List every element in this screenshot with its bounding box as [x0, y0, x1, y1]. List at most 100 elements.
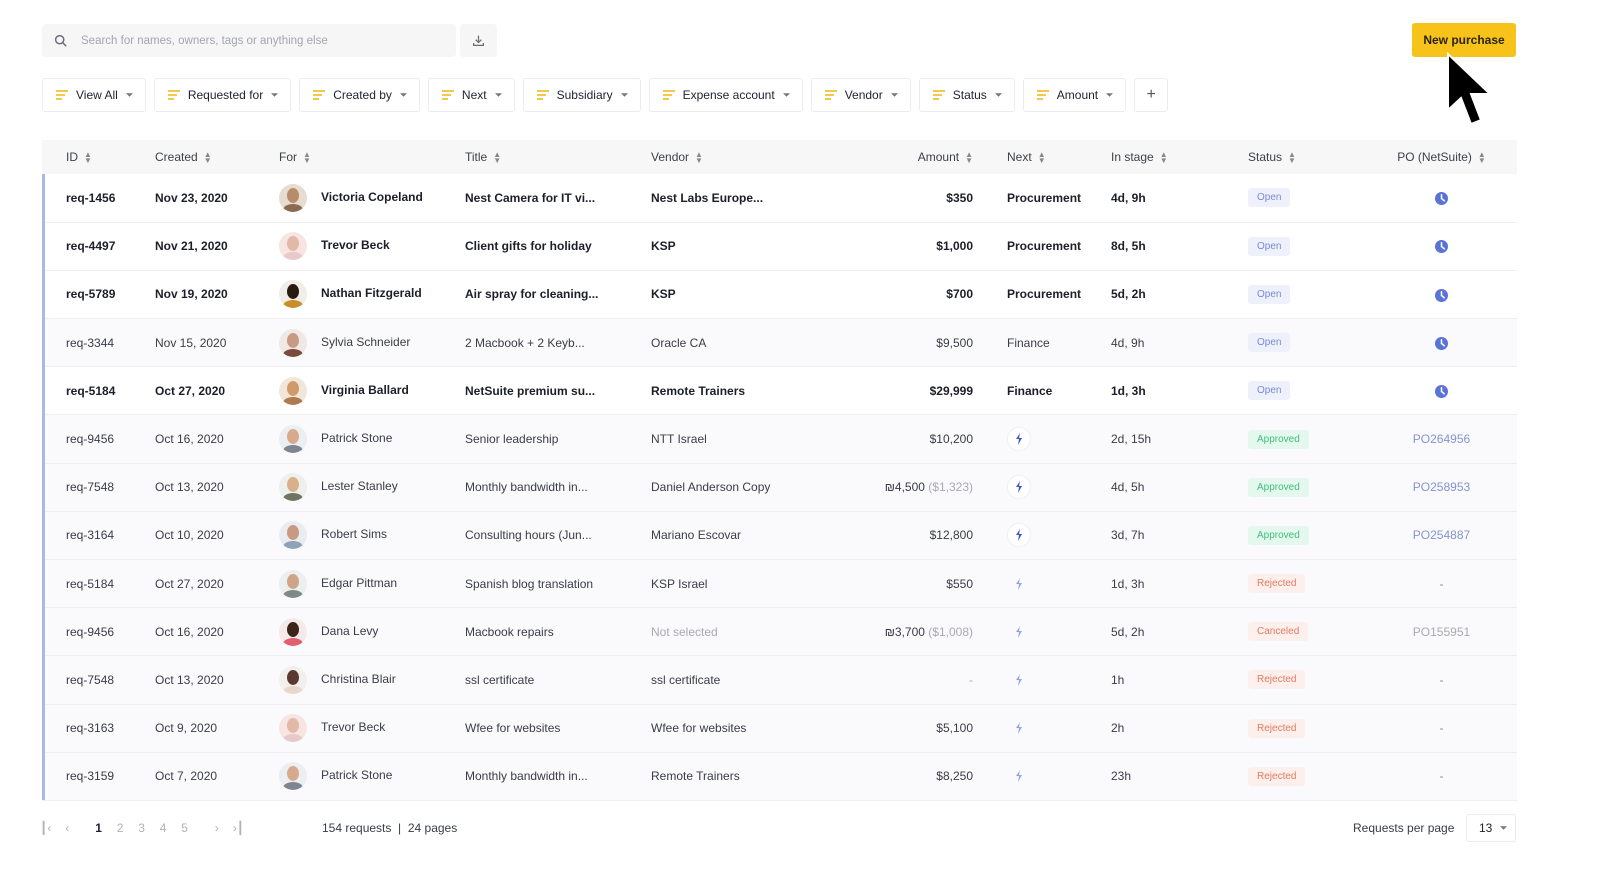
- column-header-po-netsuite[interactable]: PO (NetSuite) ▲ ▼: [1366, 140, 1517, 174]
- request-id[interactable]: req-5789: [66, 287, 116, 302]
- filter-lines-icon: [167, 90, 180, 100]
- column-header-next[interactable]: Next ▲ ▼: [973, 140, 1111, 174]
- request-id[interactable]: req-5184: [66, 383, 116, 398]
- requester-name: Virginia Ballard: [321, 383, 409, 398]
- page-4-button[interactable]: 4: [159, 821, 167, 835]
- filter-created-by[interactable]: Created by: [299, 78, 420, 112]
- search-box[interactable]: [42, 24, 456, 57]
- sort-icon: ▲ ▼: [965, 149, 973, 165]
- clock-icon: [1435, 192, 1448, 205]
- prev-page-icon[interactable]: ‹: [65, 821, 70, 835]
- created-date: Oct 13, 2020: [155, 480, 224, 495]
- table-row[interactable]: req-9456 Oct 16, 2020 Patrick Stone Senior …: [42, 414, 1517, 464]
- next-page-icon[interactable]: ›: [214, 821, 219, 835]
- vendor-name: Nest Labs Europe...: [651, 190, 764, 205]
- column-header-title[interactable]: Title ▲ ▼: [465, 140, 651, 174]
- requests-per-page-select[interactable]: 13: [1466, 814, 1516, 842]
- po-link[interactable]: PO264956: [1412, 432, 1471, 447]
- request-id[interactable]: req-4497: [66, 239, 116, 254]
- first-page-icon[interactable]: ┃‹: [40, 821, 52, 835]
- new-purchase-button[interactable]: New purchase: [1412, 23, 1516, 57]
- filter-lines-icon: [932, 90, 945, 100]
- column-header-created[interactable]: Created ▲ ▼: [155, 140, 279, 174]
- filter-vendor[interactable]: Vendor: [810, 78, 911, 112]
- page-5-button[interactable]: 5: [181, 821, 188, 835]
- search-input[interactable]: [81, 34, 441, 47]
- filter-expense-account[interactable]: Expense account: [648, 78, 803, 112]
- request-id[interactable]: req-7548: [66, 480, 115, 495]
- sort-icon: ▲ ▼: [84, 149, 92, 165]
- requester-name: Patrick Stone: [321, 768, 393, 783]
- column-label: Next: [1007, 150, 1032, 164]
- request-id[interactable]: req-3163: [66, 721, 115, 736]
- chevron-down-icon: [994, 93, 1002, 97]
- request-id[interactable]: req-5184: [66, 576, 115, 591]
- table-row[interactable]: req-3344 Nov 15, 2020 Sylvia Schneider 2 Ma…: [42, 318, 1517, 367]
- filter-label: Status: [952, 88, 987, 102]
- table-row[interactable]: req-4497 Nov 21, 2020 Trevor Beck Client gi…: [42, 222, 1517, 271]
- column-label: Status: [1248, 150, 1283, 164]
- download-button[interactable]: [460, 24, 497, 57]
- created-date: Oct 9, 2020: [155, 721, 218, 736]
- created-date: Nov 23, 2020: [155, 190, 228, 205]
- column-header-amount[interactable]: Amount ▲ ▼: [821, 140, 973, 174]
- po-link[interactable]: PO258953: [1412, 480, 1471, 495]
- sort-icon: ▲ ▼: [1037, 149, 1046, 165]
- request-id[interactable]: req-3344: [66, 335, 115, 350]
- table-row[interactable]: req-7548 Oct 13, 2020 Lester Stanley Monthl…: [42, 463, 1517, 512]
- column-label: In stage: [1111, 150, 1154, 164]
- filter-requested-for[interactable]: Requested for: [153, 78, 292, 112]
- requests-table: ID ▲ ▼ Created ▲ ▼ For ▲ ▼ Title ▲ ▼ Vendor ▲ ▼ Amount ▲…: [42, 140, 1517, 801]
- column-header-id[interactable]: ID ▲ ▼: [42, 140, 155, 174]
- in-stage: 4d, 5h: [1111, 480, 1145, 495]
- column-header-status[interactable]: Status ▲ ▼: [1248, 140, 1366, 174]
- request-id[interactable]: req-3159: [66, 769, 115, 784]
- table-row[interactable]: req-7548 Oct 13, 2020 Christina Blair ssl c…: [42, 655, 1517, 705]
- table-row[interactable]: req-3159 Oct 7, 2020 Patrick Stone Monthly …: [42, 752, 1517, 801]
- per-page-value: 13: [1479, 821, 1493, 835]
- add-filter-button[interactable]: +: [1134, 78, 1169, 112]
- last-page-icon[interactable]: ›┃: [232, 821, 244, 835]
- table-row[interactable]: req-5789 Nov 19, 2020 Nathan Fitzgerald Air…: [42, 270, 1517, 319]
- column-header-vendor[interactable]: Vendor ▲ ▼: [651, 140, 821, 174]
- request-id[interactable]: req-7548: [66, 672, 115, 687]
- po-link[interactable]: PO155951: [1412, 624, 1471, 639]
- request-id[interactable]: req-3164: [66, 528, 115, 543]
- page-1-button[interactable]: 1: [95, 821, 102, 835]
- in-stage: 1h: [1111, 672, 1125, 687]
- page-2-button[interactable]: 2: [116, 821, 124, 835]
- in-stage: 1d, 3h: [1111, 576, 1145, 591]
- table-row[interactable]: req-9456 Oct 16, 2020 Dana Levy Macbook rep…: [42, 607, 1517, 656]
- po-empty: -: [1439, 576, 1444, 591]
- filter-lines-icon: [441, 90, 454, 100]
- po-link[interactable]: PO254887: [1412, 528, 1471, 543]
- table-row[interactable]: req-5184 Oct 27, 2020 Virginia Ballard NetS…: [42, 367, 1517, 415]
- created-date: Oct 16, 2020: [155, 432, 224, 447]
- request-count: 154 requests | 24 pages: [322, 821, 458, 835]
- filter-view-all[interactable]: View All: [42, 78, 146, 112]
- clock-icon: [1435, 385, 1448, 398]
- request-id[interactable]: req-9456: [66, 624, 115, 639]
- column-header-in-stage[interactable]: In stage ▲ ▼: [1111, 140, 1248, 174]
- filter-next[interactable]: Next: [427, 78, 515, 112]
- column-header-for[interactable]: For ▲ ▼: [279, 140, 465, 174]
- filter-amount[interactable]: Amount: [1022, 78, 1127, 112]
- table-row[interactable]: req-3163 Oct 9, 2020 Trevor Beck Wfee for w…: [42, 704, 1517, 753]
- filter-status[interactable]: Status: [918, 78, 1015, 112]
- page-3-button[interactable]: 3: [138, 821, 145, 835]
- po-empty: -: [1439, 721, 1444, 736]
- requester-name: Nathan Fitzgerald: [321, 286, 422, 301]
- table-row[interactable]: req-5184 Oct 27, 2020 Edgar Pittman Spanish…: [42, 559, 1517, 608]
- table-row[interactable]: req-3164 Oct 10, 2020 Robert Sims Consultin…: [42, 511, 1517, 560]
- avatar: [279, 762, 307, 791]
- request-id[interactable]: req-9456: [66, 432, 115, 447]
- requester-name: Lester Stanley: [321, 479, 398, 494]
- vendor-name: NTT Israel: [651, 432, 707, 447]
- amount: $9,500: [821, 319, 973, 367]
- request-title: Nest Camera for IT vi...: [465, 190, 596, 205]
- filter-subsidiary[interactable]: Subsidiary: [522, 78, 641, 112]
- vendor-name: Oracle CA: [651, 335, 707, 350]
- table-row[interactable]: req-1456 Nov 23, 2020 Victoria Copeland Nes…: [42, 174, 1517, 223]
- request-title: Monthly bandwidth in...: [465, 769, 588, 784]
- request-id[interactable]: req-1456: [66, 190, 116, 205]
